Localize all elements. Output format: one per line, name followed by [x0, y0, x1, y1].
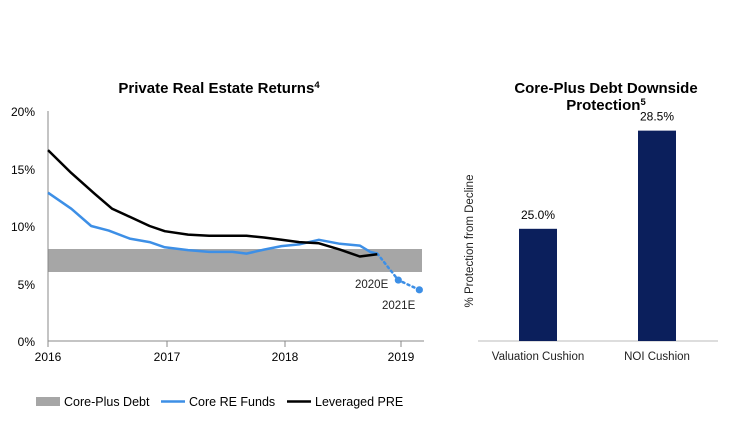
legend-label: Leveraged PRE [315, 395, 403, 409]
category-label: Valuation Cushion [492, 351, 585, 363]
y-tick-label: 0% [18, 335, 36, 349]
bar-chart-title-line2: Protection5 [566, 97, 646, 114]
estimate-label-2020e: 2020E [355, 279, 389, 291]
legend-swatch-core-plus-debt [36, 397, 60, 406]
data-label: 25.0% [521, 208, 555, 222]
y-tick-label: 20% [11, 105, 35, 119]
category-label: NOI Cushion [624, 351, 690, 363]
estimate-point-2021e [415, 286, 423, 294]
bar-chart: Core-Plus Debt Downside Protection5 % Pr… [464, 80, 718, 363]
estimate-label-2021e: 2021E [382, 300, 416, 312]
series-line-leveraged-pre [47, 149, 378, 258]
y-tick-label: 5% [18, 278, 36, 292]
bar-valuation-cushion [519, 228, 557, 341]
x-tick-label: 2018 [272, 350, 299, 364]
data-label: 28.5% [640, 110, 674, 124]
y-axis-label: % Protection from Decline [464, 175, 476, 308]
y-tick-label: 10% [11, 220, 35, 234]
bar-noi-cushion [638, 130, 676, 341]
line-chart: Private Real Estate Returns4 0% 5% 10% 1… [11, 80, 424, 364]
x-tick-label: 2017 [154, 350, 181, 364]
legend-label: Core RE Funds [189, 395, 275, 409]
bar-chart-title-line1: Core-Plus Debt Downside [514, 80, 697, 97]
x-tick-label: 2016 [35, 350, 62, 364]
series-line-core-re-funds [47, 191, 378, 255]
core-plus-debt-band [48, 249, 422, 272]
legend: Core-Plus Debt Core RE Funds Leveraged P… [36, 395, 403, 409]
line-chart-title: Private Real Estate Returns4 [118, 80, 320, 97]
legend-label: Core-Plus Debt [64, 395, 150, 409]
y-tick-label: 15% [11, 163, 35, 177]
x-tick-label: 2019 [388, 350, 415, 364]
estimate-point-2020e [394, 276, 402, 284]
